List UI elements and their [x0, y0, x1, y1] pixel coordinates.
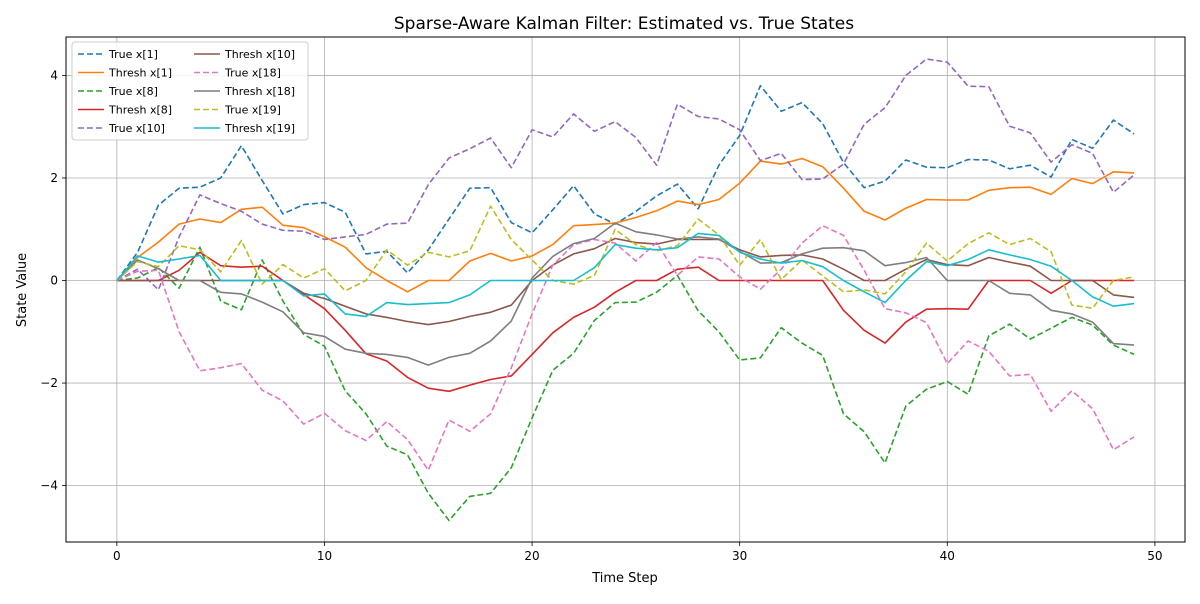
series-line-5: [116, 58, 1135, 291]
legend-label: True x[18]: [224, 67, 281, 80]
tick-layer: 0 10 20 30 40 50 −4 −2 0 2 4: [40, 68, 1162, 563]
chart-title: Sparse-Aware Kalman Filter: Estimated vs…: [394, 14, 854, 34]
series-line-2: [116, 157, 1135, 293]
legend: True x[1] Thresh x[1] True x[8] Thresh x[8]…: [71, 41, 309, 141]
series-line-3: [116, 246, 1135, 522]
x-tick-label: 30: [732, 549, 747, 563]
legend-entry: Thresh x[19]: [194, 122, 295, 135]
y-tick-label: 0: [50, 274, 58, 288]
series-line-9: [116, 205, 1135, 310]
legend-entry: True x[8]: [78, 85, 158, 98]
legend-label: True x[1]: [108, 48, 158, 61]
y-tick-label: 4: [50, 68, 58, 82]
legend-entry: Thresh x[18]: [194, 85, 295, 98]
legend-entry: True x[10]: [78, 122, 165, 135]
x-tick-label: 10: [317, 549, 332, 563]
y-tick-label: −4: [40, 479, 58, 493]
x-axis-label: Time Step: [591, 571, 658, 586]
x-tick-label: 20: [524, 549, 539, 563]
series-line-8: [116, 222, 1135, 366]
series-line-10: [116, 232, 1135, 318]
series-line-7: [116, 224, 1135, 472]
legend-label: True x[8]: [108, 85, 158, 98]
legend-label: Thresh x[18]: [224, 85, 295, 98]
legend-label: True x[10]: [108, 122, 165, 135]
x-tick-label: 50: [1147, 549, 1162, 563]
y-tick-label: −2: [40, 376, 58, 390]
series-line-1: [116, 84, 1135, 281]
legend-entry: True x[19]: [194, 104, 281, 117]
legend-box: [71, 41, 309, 141]
legend-label: Thresh x[10]: [224, 48, 295, 61]
plot-frame: [65, 36, 1186, 543]
legend-entry: Thresh x[1]: [78, 67, 172, 80]
legend-label: True x[19]: [224, 104, 281, 117]
legend-label: Thresh x[8]: [108, 104, 172, 117]
series-layer: [116, 58, 1135, 522]
legend-label: Thresh x[19]: [224, 122, 295, 135]
x-tick-label: 40: [940, 549, 955, 563]
y-tick-label: 2: [50, 171, 58, 185]
legend-entry: True x[1]: [78, 48, 158, 61]
legend-entry: Thresh x[8]: [78, 104, 172, 117]
legend-entry: Thresh x[10]: [194, 48, 295, 61]
legend-label: Thresh x[1]: [108, 67, 172, 80]
legend-entry: True x[18]: [194, 67, 281, 80]
y-axis-label: State Value: [15, 253, 30, 327]
x-tick-label: 0: [113, 549, 121, 563]
